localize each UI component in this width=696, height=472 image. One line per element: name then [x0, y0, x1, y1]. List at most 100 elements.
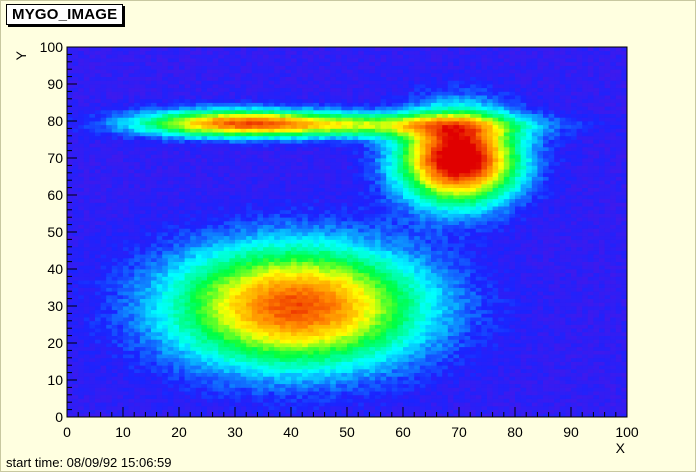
- heatmap-cell: [330, 413, 337, 418]
- heatmap-cell: [442, 346, 449, 351]
- heatmap-cell: [89, 368, 96, 373]
- heatmap-cell: [100, 257, 107, 262]
- heatmap-cell: [487, 380, 493, 385]
- heatmap-cell: [554, 291, 561, 296]
- heatmap-cell: [251, 335, 258, 340]
- heatmap-cell: [274, 346, 281, 351]
- heatmap-cell: [319, 283, 325, 288]
- heatmap-cell: [302, 331, 309, 336]
- heatmap-cell: [78, 380, 85, 385]
- heatmap-cell: [520, 246, 527, 251]
- heatmap-cell: [459, 402, 465, 407]
- heatmap-cell: [593, 272, 600, 277]
- heatmap-cell: [246, 413, 253, 418]
- heatmap-cell: [335, 380, 342, 385]
- heatmap-cell: [391, 291, 398, 296]
- heatmap-cell: [240, 272, 247, 277]
- heatmap-cell: [375, 383, 381, 388]
- heatmap-cell: [347, 387, 353, 392]
- heatmap-cell: [151, 250, 157, 255]
- heatmap-cell: [615, 250, 622, 255]
- heatmap-cell: [509, 309, 516, 314]
- heatmap-cell: [235, 232, 241, 237]
- heatmap-cell: [380, 283, 387, 288]
- heatmap-cell: [436, 372, 443, 377]
- heatmap-cell: [565, 243, 572, 248]
- heatmap-cell: [274, 276, 281, 281]
- heatmap-cell: [106, 335, 113, 340]
- heatmap-cell: [492, 257, 499, 262]
- heatmap-cell: [95, 405, 101, 410]
- heatmap-cell: [95, 328, 101, 333]
- heatmap-cell: [67, 250, 73, 255]
- heatmap-cell: [503, 309, 510, 314]
- heatmap-cell: [145, 357, 152, 362]
- heatmap-cell: [571, 280, 577, 285]
- heatmap-cell: [207, 317, 213, 322]
- heatmap-cell: [419, 331, 426, 336]
- heatmap-cell: [319, 346, 325, 351]
- heatmap-cell: [330, 391, 337, 396]
- heatmap-cell: [531, 313, 538, 318]
- heatmap-cell: [464, 402, 471, 407]
- heatmap-cell: [431, 302, 437, 307]
- heatmap-cell: [167, 313, 174, 318]
- heatmap-cell: [89, 409, 96, 414]
- heatmap-cell: [134, 320, 141, 325]
- heatmap-cell: [296, 365, 303, 370]
- heatmap-cell: [369, 272, 376, 277]
- heatmap-cell: [565, 276, 572, 281]
- heatmap-cell: [190, 331, 197, 336]
- heatmap-cell: [610, 265, 617, 270]
- heatmap-cell: [347, 402, 353, 407]
- heatmap-cell: [229, 413, 236, 418]
- heatmap-cell: [78, 298, 85, 303]
- heatmap-cell: [425, 372, 432, 377]
- heatmap-cell: [453, 287, 460, 292]
- heatmap-cell: [464, 265, 471, 270]
- heatmap-cell: [319, 309, 325, 314]
- heatmap-cell: [481, 346, 488, 351]
- heatmap-cell: [615, 294, 622, 299]
- heatmap-cell: [145, 383, 152, 388]
- heatmap-cell: [190, 387, 197, 392]
- heatmap-cell: [531, 302, 538, 307]
- heatmap-cell: [419, 324, 426, 329]
- heatmap-cell: [89, 394, 96, 399]
- heatmap-cell: [352, 313, 359, 318]
- heatmap-cell: [190, 246, 197, 251]
- heatmap-cell: [268, 413, 275, 418]
- heatmap-cell: [268, 232, 275, 237]
- heatmap-cell: [397, 298, 404, 303]
- heatmap-cell: [414, 272, 421, 277]
- heatmap-cell: [548, 306, 555, 311]
- heatmap-cell: [526, 354, 533, 359]
- heatmap-cell: [397, 235, 404, 240]
- heatmap-cell: [285, 354, 292, 359]
- heatmap-cell: [313, 402, 320, 407]
- heatmap-cell: [95, 368, 101, 373]
- heatmap-cell: [576, 269, 583, 274]
- heatmap-cell: [190, 309, 197, 314]
- heatmap-cell: [195, 320, 202, 325]
- heatmap-cell: [296, 376, 303, 381]
- heatmap-cell: [151, 320, 157, 325]
- heatmap-cell: [436, 239, 443, 244]
- heatmap-cell: [212, 306, 219, 311]
- heatmap-cell: [268, 328, 275, 333]
- heatmap-cell: [251, 317, 258, 322]
- heatmap-cell: [414, 343, 421, 348]
- heatmap-cell: [123, 250, 129, 255]
- heatmap-cell: [78, 383, 85, 388]
- heatmap-cell: [531, 394, 538, 399]
- heatmap-cell: [123, 409, 129, 414]
- heatmap-cell: [251, 254, 258, 259]
- heatmap-cell: [470, 320, 477, 325]
- heatmap-cell: [341, 365, 348, 370]
- heatmap-cell: [184, 398, 191, 403]
- heatmap-cell: [492, 265, 499, 270]
- heatmap-cell: [537, 246, 544, 251]
- heatmap-cell: [408, 368, 415, 373]
- heatmap-cell: [330, 235, 337, 240]
